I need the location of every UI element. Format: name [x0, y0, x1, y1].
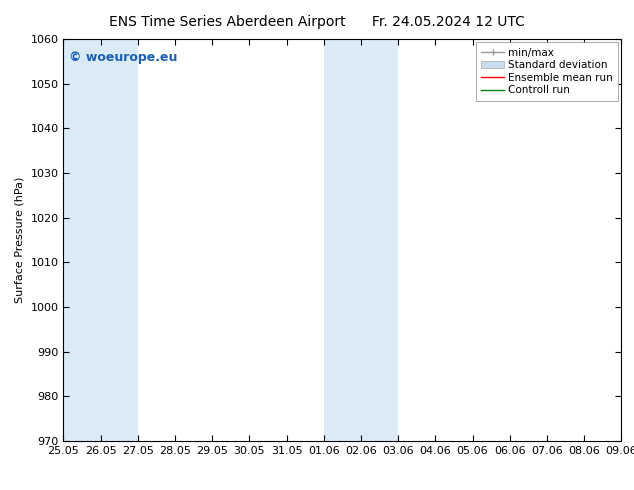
Y-axis label: Surface Pressure (hPa): Surface Pressure (hPa) [15, 177, 25, 303]
Bar [324, 39, 398, 441]
Text: ENS Time Series Aberdeen Airport      Fr. 24.05.2024 12 UTC: ENS Time Series Aberdeen Airport Fr. 24.… [109, 15, 525, 29]
Legend: min/max, Standard deviation, Ensemble mean run, Controll run: min/max, Standard deviation, Ensemble me… [476, 42, 618, 100]
Bar [621, 39, 634, 441]
Text: © woeurope.eu: © woeurope.eu [69, 51, 178, 64]
Bar [63, 39, 138, 441]
